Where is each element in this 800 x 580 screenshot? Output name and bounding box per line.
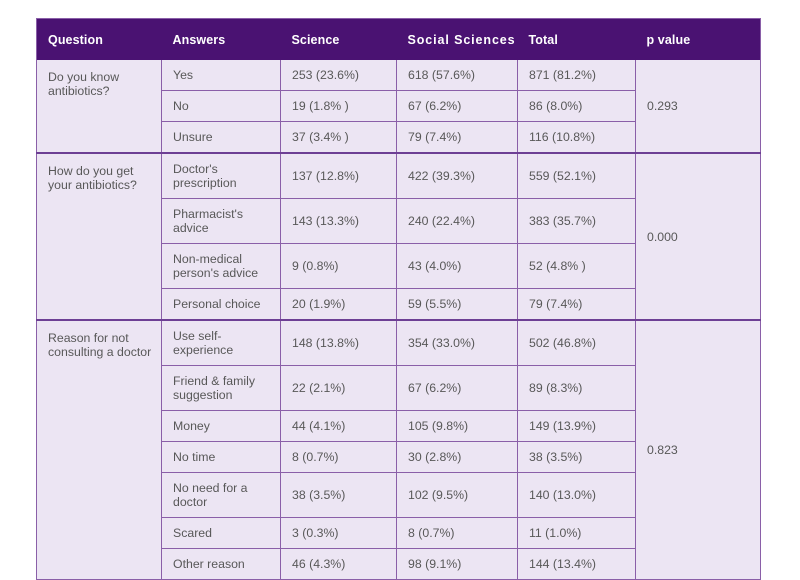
answer-cell: No time bbox=[161, 441, 281, 473]
total-cell: 52 (4.8% ) bbox=[517, 243, 636, 289]
total-cell: 871 (81.2%) bbox=[517, 60, 636, 91]
total-cell: 144 (13.4%) bbox=[517, 548, 636, 580]
social-sciences-cell: 79 (7.4%) bbox=[396, 121, 518, 154]
answer-cell: Use self-experience bbox=[161, 319, 281, 366]
social-sciences-cell: 240 (22.4%) bbox=[396, 198, 518, 244]
table-header: Question Answers Science Social Sciences… bbox=[36, 18, 761, 60]
total-cell: 79 (7.4%) bbox=[517, 288, 636, 321]
column-header-p-value: p value bbox=[635, 18, 761, 60]
total-cell: 502 (46.8%) bbox=[517, 319, 636, 366]
p-value-cell: 0.293 bbox=[635, 60, 761, 154]
science-cell: 44 (4.1%) bbox=[280, 410, 397, 442]
answer-cell: Yes bbox=[161, 60, 281, 91]
social-sciences-cell: 8 (0.7%) bbox=[396, 517, 518, 549]
table-row: No time 8 (0.7%) 30 (2.8%) 38 (3.5%) bbox=[37, 441, 761, 473]
total-cell: 11 (1.0%) bbox=[517, 517, 636, 549]
social-sciences-cell: 43 (4.0%) bbox=[396, 243, 518, 289]
column-header-social-sciences: Social Sciences bbox=[396, 18, 518, 60]
science-cell: 9 (0.8%) bbox=[280, 243, 397, 289]
total-cell: 116 (10.8%) bbox=[517, 121, 636, 154]
science-cell: 137 (12.8%) bbox=[280, 152, 397, 199]
total-cell: 559 (52.1%) bbox=[517, 152, 636, 199]
social-sciences-cell: 102 (9.5%) bbox=[396, 472, 518, 518]
answer-cell: No need for a doctor bbox=[161, 472, 281, 518]
table-row: How do you get your antibiotics? Doctor's… bbox=[36, 152, 761, 321]
answer-cell: Friend & family suggestion bbox=[161, 365, 281, 411]
social-sciences-cell: 98 (9.1%) bbox=[396, 548, 518, 580]
table-row: Friend & family suggestion 22 (2.1%) 67 (6… bbox=[37, 365, 761, 411]
table-row: Personal choice 20 (1.9%) 59 (5.5%) 79 (7.4… bbox=[37, 288, 761, 321]
table-row: Money 44 (4.1%) 105 (9.8%) 149 (13.9%) bbox=[37, 410, 761, 442]
total-cell: 140 (13.0%) bbox=[517, 472, 636, 518]
total-cell: 383 (35.7%) bbox=[517, 198, 636, 244]
science-cell: 38 (3.5%) bbox=[280, 472, 397, 518]
social-sciences-cell: 354 (33.0%) bbox=[396, 319, 518, 366]
science-cell: 253 (23.6%) bbox=[280, 60, 397, 91]
answer-cell: Doctor's prescription bbox=[161, 152, 281, 199]
science-cell: 143 (13.3%) bbox=[280, 198, 397, 244]
science-cell: 3 (0.3%) bbox=[280, 517, 397, 549]
science-cell: 37 (3.4% ) bbox=[280, 121, 397, 154]
table-row: Reason for not consulting a doctor Use se… bbox=[36, 319, 761, 580]
social-sciences-cell: 30 (2.8%) bbox=[396, 441, 518, 473]
table-row: No need for a doctor 38 (3.5%) 102 (9.5%) 1… bbox=[37, 472, 761, 518]
table-row: Non-medical person's advice 9 (0.8%) 43 (4… bbox=[37, 243, 761, 289]
answer-cell: No bbox=[161, 90, 281, 122]
header-row: Question Answers Science Social Sciences… bbox=[36, 18, 761, 60]
social-sciences-cell: 67 (6.2%) bbox=[396, 90, 518, 122]
science-cell: 20 (1.9%) bbox=[280, 288, 397, 321]
answer-cell: Other reason bbox=[161, 548, 281, 580]
total-cell: 149 (13.9%) bbox=[517, 410, 636, 442]
question-cell: How do you get your antibiotics? bbox=[36, 152, 162, 321]
total-cell: 38 (3.5%) bbox=[517, 441, 636, 473]
p-value-cell: 0.823 bbox=[635, 319, 761, 580]
answer-cell: Scared bbox=[161, 517, 281, 549]
table-body: Do you know antibiotics? Yes 253 (23.6%) 61… bbox=[36, 60, 761, 580]
table-row: No 19 (1.8% ) 67 (6.2%) 86 (8.0%) bbox=[37, 90, 761, 122]
social-sciences-cell: 422 (39.3%) bbox=[396, 152, 518, 199]
column-header-science: Science bbox=[280, 18, 397, 60]
table-row: Do you know antibiotics? Yes 253 (23.6%) 61… bbox=[36, 60, 761, 154]
question-cell: Reason for not consulting a doctor bbox=[36, 319, 162, 580]
science-cell: 148 (13.8%) bbox=[280, 319, 397, 366]
column-header-question: Question bbox=[36, 18, 162, 60]
column-header-total: Total bbox=[517, 18, 636, 60]
total-cell: 86 (8.0%) bbox=[517, 90, 636, 122]
total-cell: 89 (8.3%) bbox=[517, 365, 636, 411]
column-header-answers: Answers bbox=[161, 18, 281, 60]
answer-cell: Pharmacist's advice bbox=[161, 198, 281, 244]
social-sciences-cell: 59 (5.5%) bbox=[396, 288, 518, 321]
answer-cell: Non-medical person's advice bbox=[161, 243, 281, 289]
p-value-cell: 0.000 bbox=[635, 152, 761, 321]
social-sciences-cell: 618 (57.6%) bbox=[396, 60, 518, 91]
answer-cell: Personal choice bbox=[161, 288, 281, 321]
social-sciences-cell: 67 (6.2%) bbox=[396, 365, 518, 411]
table-row: Unsure 37 (3.4% ) 79 (7.4%) 116 (10.8%) bbox=[37, 121, 761, 154]
table-row: Pharmacist's advice 143 (13.3%) 240 (22.4%… bbox=[37, 198, 761, 244]
survey-table-container: Question Answers Science Social Sciences… bbox=[36, 18, 761, 580]
question-cell: Do you know antibiotics? bbox=[36, 60, 162, 154]
science-cell: 19 (1.8% ) bbox=[280, 90, 397, 122]
science-cell: 22 (2.1%) bbox=[280, 365, 397, 411]
answer-cell: Unsure bbox=[161, 121, 281, 154]
antibiotics-survey-table: Question Answers Science Social Sciences… bbox=[36, 18, 761, 580]
science-cell: 46 (4.3%) bbox=[280, 548, 397, 580]
answer-cell: Money bbox=[161, 410, 281, 442]
social-sciences-cell: 105 (9.8%) bbox=[396, 410, 518, 442]
science-cell: 8 (0.7%) bbox=[280, 441, 397, 473]
